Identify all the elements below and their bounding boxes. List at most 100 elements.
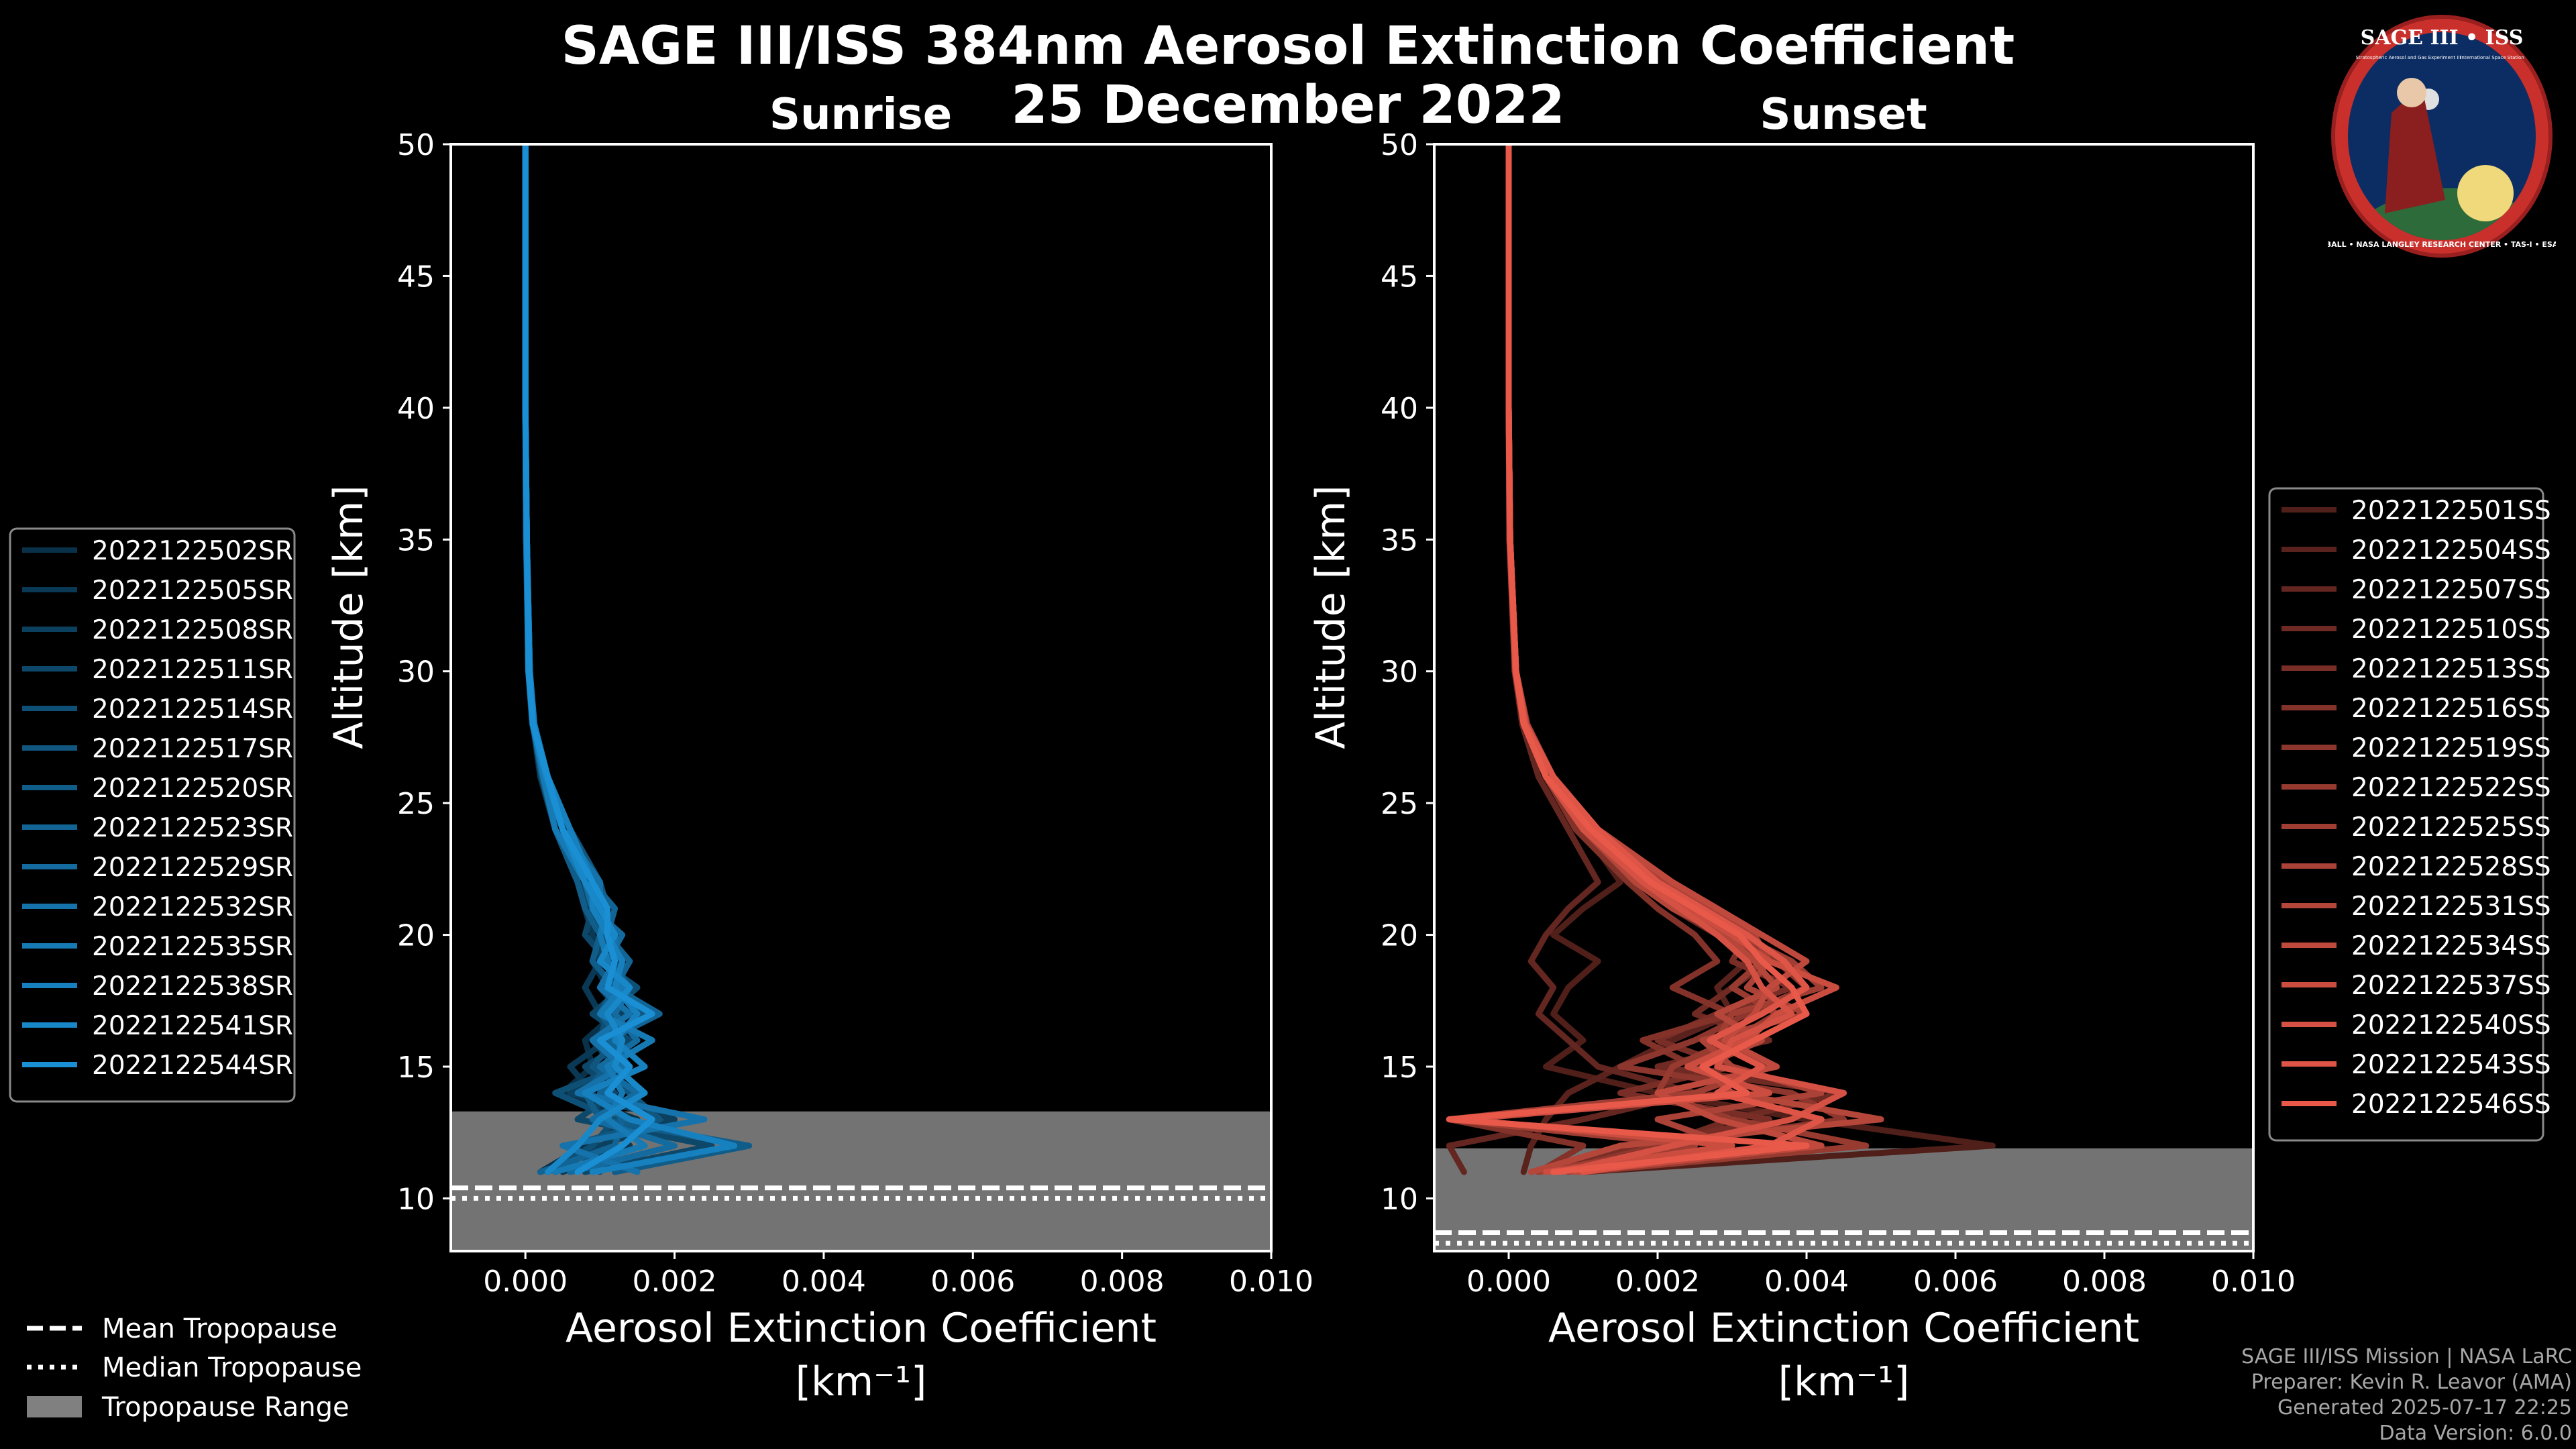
axes-frame-sunset [1433,143,2255,1252]
logo-ring-text: BALL • NASA LANGLEY RESEARCH CENTER • TA… [2328,240,2556,249]
legend-entry: 2022122511SR [92,655,293,685]
legend-entry: 2022122519SS [2351,733,2551,763]
legend-entry: 2022122523SR [92,813,293,843]
logo-text-right: International Space Station [2460,55,2524,60]
tropopause-range-sunrise [451,1111,1271,1251]
legend-entry: 2022122531SS [2351,892,2551,922]
footer-line-generated: Generated 2025-07-17 22:25 [2277,1396,2572,1419]
legend-frame-sunset [2268,487,2544,1142]
y-tick-label: 20 [1381,919,1418,953]
legend-entry: 2022122502SR [92,536,293,566]
y-tick-label: 40 [397,392,435,426]
sage-iss-logo: SAGE III • ISS Stratospheric Aerosol and… [2328,15,2556,258]
x-tick-label: 0.010 [2211,1265,2296,1299]
series-group-sunset [1446,144,1996,1175]
panel-title-sunset: Sunset [1760,90,1927,140]
x-tick-label: 0.006 [930,1265,1015,1299]
y-tick-label: 30 [1381,655,1418,690]
x-tick-label: 0.006 [1913,1265,1998,1299]
y-tick-label: 45 [397,260,435,294]
series-line-2022122546SS [1446,144,1810,1175]
legend-median-label: Median Tropopause [102,1352,362,1383]
x-axis-label-sunrise: Aerosol Extinction Coefficient [566,1305,1157,1352]
y-tick-label: 50 [397,128,435,162]
y-tick-label: 40 [1381,392,1418,426]
y-tick-label: 50 [1381,128,1418,162]
legend-entry: 2022122528SS [2351,852,2551,882]
y-tick-label: 25 [1381,787,1418,821]
chart-title-line1: SAGE III/ISS 384nm Aerosol Extinction Co… [561,16,2015,76]
legend-entry: 2022122534SS [2351,931,2551,961]
x-axis-label-sunset: Aerosol Extinction Coefficient [1548,1305,2139,1352]
y-tick-label: 20 [397,919,435,953]
footer-line-version: Data Version: 6.0.0 [2379,1421,2572,1445]
legend-entry: 2022122543SS [2351,1050,2551,1080]
legend-sunrise: 2022122502SR 2022122505SR 2022122508SR 2022… [9,527,296,1103]
tropopause-legend: Mean Tropopause Median Tropopause Tropopau… [27,1313,362,1423]
legend-range-swatch [27,1396,82,1417]
logo-title: SAGE III • ISS [2361,26,2524,50]
legend-entry: 2022122510SS [2351,614,2551,645]
logo-text-left: Stratospheric Aerosol and Gas Experiment… [2355,55,2461,60]
legend-sunset: 2022122501SS 2022122504SS 2022122507SS 2022… [2268,487,2551,1142]
footer-line-preparer: Preparer: Kevin R. Leavor (AMA) [2251,1371,2572,1394]
series-group-sunrise [522,144,753,1175]
legend-entry: 2022122505SR [92,576,293,606]
legend-entry: 2022122541SR [92,1011,293,1041]
y-axis-label-sunset: Altitude [km] [1307,485,1354,749]
y-tick-label: 25 [397,787,435,821]
legend-entry: 2022122537SS [2351,971,2551,1001]
y-tick-label: 10 [397,1182,435,1216]
legend-entry: 2022122535SR [92,932,293,962]
series-line-2022122516SS [1446,144,1735,1175]
x-tick-label: 0.008 [2062,1265,2147,1299]
legend-entry: 2022122514SR [92,694,293,724]
x-tick-label: 0.004 [782,1265,866,1299]
footer-credits: SAGE III/ISS Mission | NASA LaRC Prepare… [2241,1344,2572,1446]
legend-entry: 2022122540SS [2351,1010,2551,1040]
x-axis-units-sunset: [km⁻¹] [1778,1358,1910,1405]
legend-entry: 2022122522SS [2351,773,2551,803]
y-axis-label-sunrise: Altitude [km] [325,485,372,749]
legend-entry: 2022122513SS [2351,654,2551,684]
y-tick-label: 35 [397,523,435,557]
legend-entry: 2022122508SR [92,615,293,645]
legend-entry: 2022122517SR [92,734,293,764]
legend-entry: 2022122538SR [92,971,293,1002]
legend-entry: 2022122504SS [2351,535,2551,566]
y-tick-label: 30 [397,655,435,690]
series-line-2022122507SS [1446,144,1698,1175]
legend-entry: 2022122532SR [92,892,293,922]
x-tick-label: 0.002 [633,1265,717,1299]
legend-entry: 2022122520SR [92,773,293,804]
legend-range-label: Tropopause Range [101,1392,350,1423]
chart-title-line2: 25 December 2022 [1011,75,1565,136]
legend-entry: 2022122501SS [2351,496,2551,526]
legend-entry: 2022122507SS [2351,575,2551,605]
legend-entry: 2022122546SS [2351,1089,2551,1120]
footer-line-mission: SAGE III/ISS Mission | NASA LaRC [2241,1345,2572,1368]
x-tick-label: 0.000 [1466,1265,1551,1299]
panel-sunrise: Sunrise 0.000 0.002 0.004 0.006 0.008 0.010 10 1… [9,90,1313,1405]
series-line-2022122544SR [522,144,655,1175]
legend-entry: 2022122516SS [2351,694,2551,724]
panel-title-sunrise: Sunrise [769,90,952,140]
y-tick-label: 10 [1381,1182,1418,1216]
legend-entry: 2022122544SR [92,1051,293,1081]
panel-sunset: Sunset 0.000 0.002 0.004 0.006 0.008 0.010 10 15… [1307,90,2551,1405]
y-tick-label: 15 [397,1051,435,1085]
legend-entry: 2022122525SS [2351,812,2551,843]
legend-entry: 2022122529SR [92,853,293,883]
y-tick-label: 15 [1381,1051,1418,1085]
axes-frame-sunrise [449,143,1273,1252]
x-axis-units-sunrise: [km⁻¹] [796,1358,927,1405]
legend-mean-label: Mean Tropopause [102,1313,337,1344]
x-tick-label: 0.004 [1764,1265,1849,1299]
y-tick-label: 45 [1381,260,1418,294]
x-tick-label: 0.000 [483,1265,568,1299]
x-tick-label: 0.008 [1080,1265,1165,1299]
legend-frame-sunrise [9,527,296,1103]
y-tick-label: 35 [1381,523,1418,557]
series-line-2022122538SR [522,144,737,1175]
